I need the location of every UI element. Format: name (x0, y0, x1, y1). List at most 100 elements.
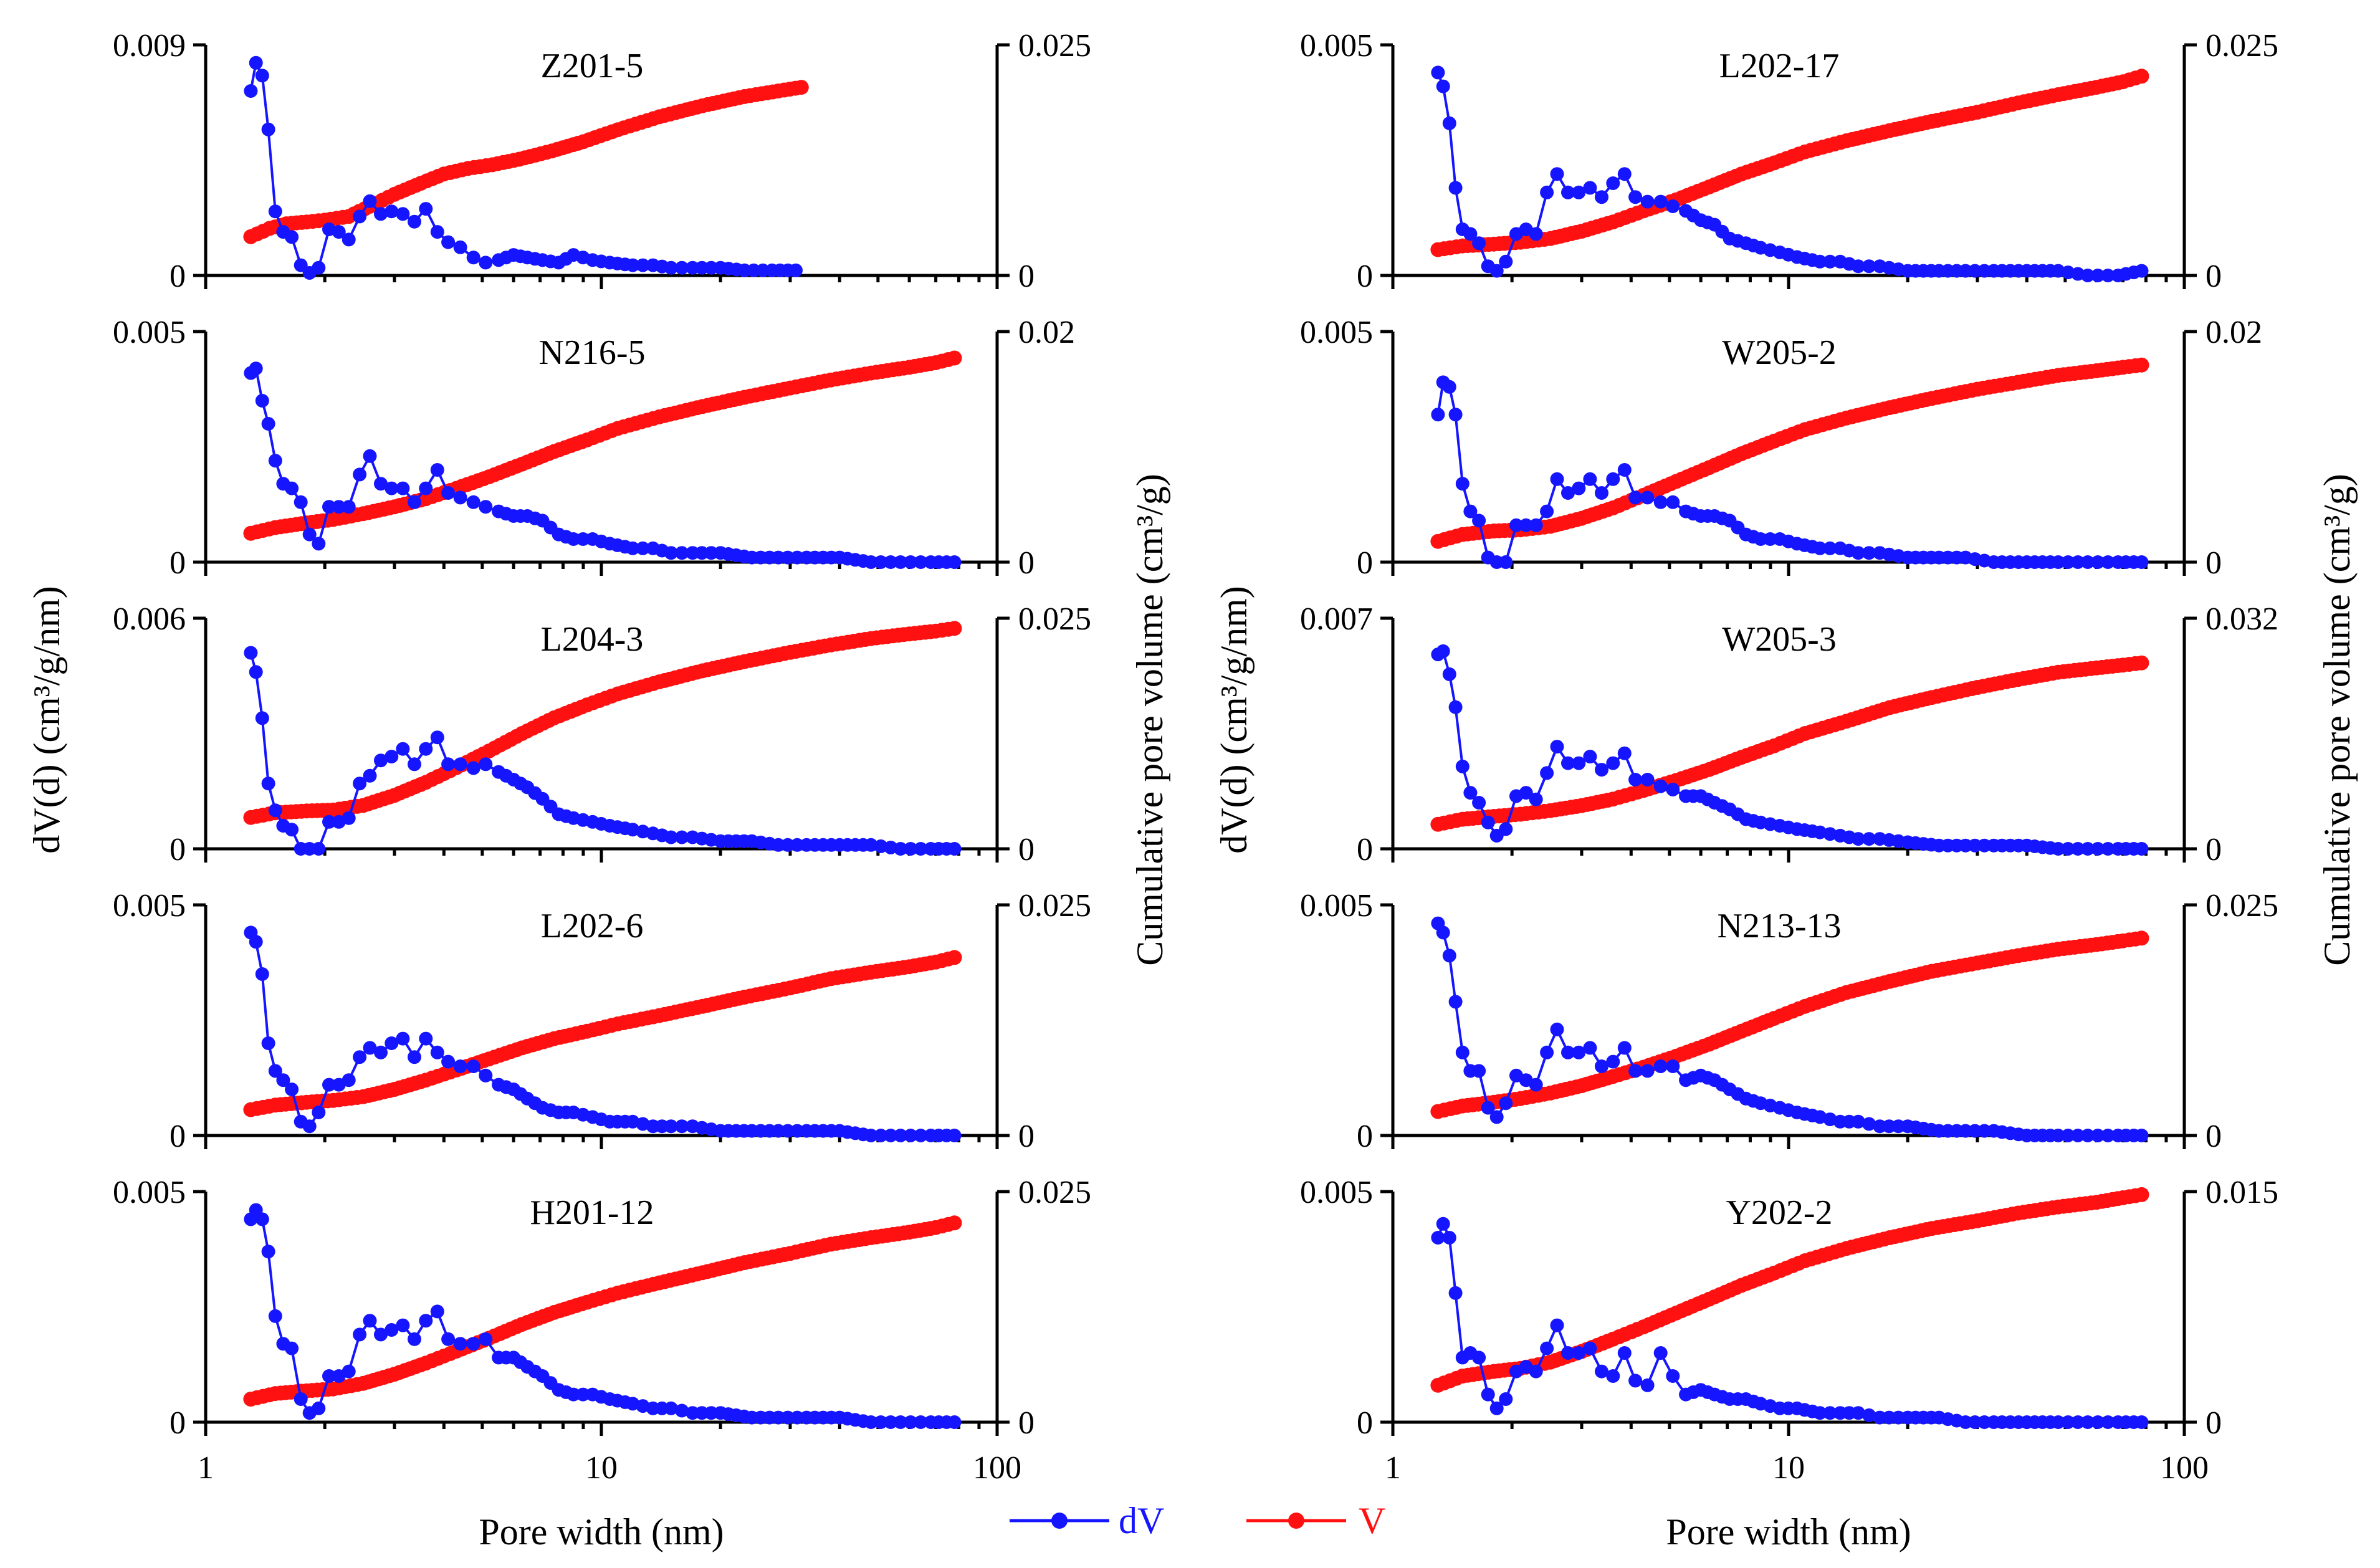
dv-point (1519, 786, 1533, 800)
dv-point (285, 230, 299, 244)
dv-point (322, 1369, 336, 1383)
dv-point (249, 935, 263, 949)
dv-point (453, 757, 467, 772)
dv-point (1550, 1022, 1564, 1036)
dv-point (904, 1415, 918, 1429)
dv-point (1617, 1346, 1632, 1360)
left-y-tick-label-max: 0.005 (1300, 888, 1373, 924)
dv-point (884, 1415, 898, 1429)
dv-point (1448, 995, 1463, 1009)
dv-point (1540, 1341, 1554, 1355)
dv-point (479, 1332, 493, 1346)
dv-point (1489, 1110, 1504, 1124)
dv-point (1968, 838, 1982, 853)
legend-v-label: V (1359, 1500, 1385, 1541)
right-y-tick-label-max: 0.025 (2206, 28, 2278, 64)
x-tick-label: 1 (1385, 1450, 1401, 1486)
dv-point (1653, 779, 1668, 793)
dv-point (255, 69, 269, 83)
x-axis-title-left: Pore width (nm) (479, 1511, 724, 1552)
dv-point (408, 214, 421, 229)
dv-point (1666, 1059, 1680, 1073)
dv-point (1472, 514, 1486, 528)
dv-point (1472, 796, 1486, 810)
dv-point (1572, 481, 1586, 495)
dv-point (1958, 1415, 1972, 1429)
dv-point (1561, 756, 1575, 770)
dv-point (2091, 1415, 2105, 1429)
dv-point (781, 1124, 795, 1138)
panel-n213-13: 0.005 0 0.025 0 N213-13 (1300, 888, 2278, 1154)
dv-point (636, 825, 650, 839)
dv-point (1968, 264, 1982, 278)
dv-point (664, 830, 678, 844)
dv-point (675, 830, 689, 844)
dv-point (1529, 1364, 1543, 1379)
dv-point (1481, 815, 1495, 829)
dv-point (2091, 1129, 2105, 1142)
dv-series-line (1436, 1220, 2142, 1423)
panel-z201-5: 0.009 0 0.025 0 Z201-5 (113, 28, 1091, 294)
dv-point (1862, 832, 1876, 846)
dv-point (864, 1415, 878, 1429)
dv-point (864, 1129, 878, 1142)
dv-point (1519, 518, 1533, 532)
dv-series (244, 361, 962, 569)
dv-point (2061, 842, 2075, 856)
dv-point (1583, 1341, 1597, 1355)
dv-point (353, 777, 367, 791)
dv-series (1431, 1217, 2149, 1429)
dv-point (261, 1245, 275, 1259)
dv-point (479, 1068, 493, 1083)
dv-point (1436, 1217, 1450, 1231)
right-y-tick-label-max: 0.02 (1018, 315, 1075, 350)
dv-point (408, 495, 421, 509)
dv-point (1431, 408, 1445, 422)
dv-point (312, 261, 326, 275)
dv-point (363, 768, 377, 783)
right-y-tick-label-max: 0.032 (2206, 601, 2278, 637)
dv-point (947, 1415, 962, 1429)
dv-point (771, 838, 785, 852)
dv-point (1823, 541, 1837, 555)
dv-point (664, 261, 678, 275)
dv-point (374, 1045, 388, 1059)
dv-point (1442, 380, 1456, 394)
dv-point (1606, 1054, 1620, 1069)
y-right-title-col1: Cumulative pore volume (cm³/g) (1129, 474, 1170, 965)
v-point (947, 950, 962, 965)
legend-dv-label: dV (1119, 1500, 1164, 1541)
dv-point (1640, 773, 1655, 786)
right-y-tick-label-zero: 0 (1018, 545, 1035, 581)
dv-point (363, 1314, 377, 1328)
dv-point (2071, 555, 2085, 569)
dv-point (947, 555, 962, 569)
v-series (243, 80, 809, 244)
dv-point (1823, 254, 1837, 269)
dv-point (1499, 1096, 1513, 1111)
y-left-title-col2: dV(d) (cm³/g/nm) (1213, 586, 1255, 854)
dv-point (781, 550, 795, 565)
dv-point (1572, 756, 1586, 770)
dv-point (453, 490, 467, 505)
dv-point (1617, 1041, 1632, 1055)
dv-series (1431, 65, 2149, 282)
dv-point (385, 1323, 399, 1337)
dv-point (322, 815, 336, 829)
dv-point (268, 204, 282, 219)
dv-point (1968, 1415, 1982, 1429)
dv-point (294, 495, 308, 509)
dv-point (479, 500, 493, 514)
dv-point (1813, 1406, 1827, 1420)
right-y-tick-label-zero: 0 (2206, 832, 2222, 868)
dv-point (419, 481, 433, 495)
dv-point (396, 207, 410, 221)
dv-point (1583, 1041, 1597, 1055)
dv-point (781, 1410, 795, 1425)
dv-point (1481, 1387, 1495, 1402)
dv-point (1851, 832, 1865, 846)
dv-point (441, 486, 456, 500)
dv-point (396, 481, 410, 495)
dv-point (1540, 766, 1554, 780)
dv-point (1640, 490, 1655, 505)
